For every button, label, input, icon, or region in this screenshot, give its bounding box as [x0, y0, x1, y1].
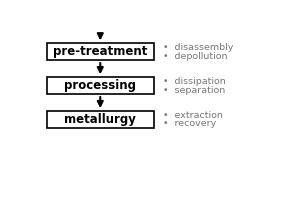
Text: pre-treatment: pre-treatment: [53, 45, 148, 58]
Text: metallurgy: metallurgy: [64, 113, 136, 126]
Text: •  disassembly: • disassembly: [163, 43, 233, 52]
Text: •  extraction: • extraction: [163, 111, 223, 120]
Text: •  separation: • separation: [163, 86, 225, 95]
Text: •  dissipation: • dissipation: [163, 77, 226, 86]
Text: •  recovery: • recovery: [163, 119, 216, 128]
Text: •  depollution: • depollution: [163, 52, 228, 61]
FancyBboxPatch shape: [47, 43, 154, 60]
FancyBboxPatch shape: [47, 111, 154, 128]
FancyBboxPatch shape: [47, 77, 154, 94]
Text: processing: processing: [64, 79, 136, 92]
